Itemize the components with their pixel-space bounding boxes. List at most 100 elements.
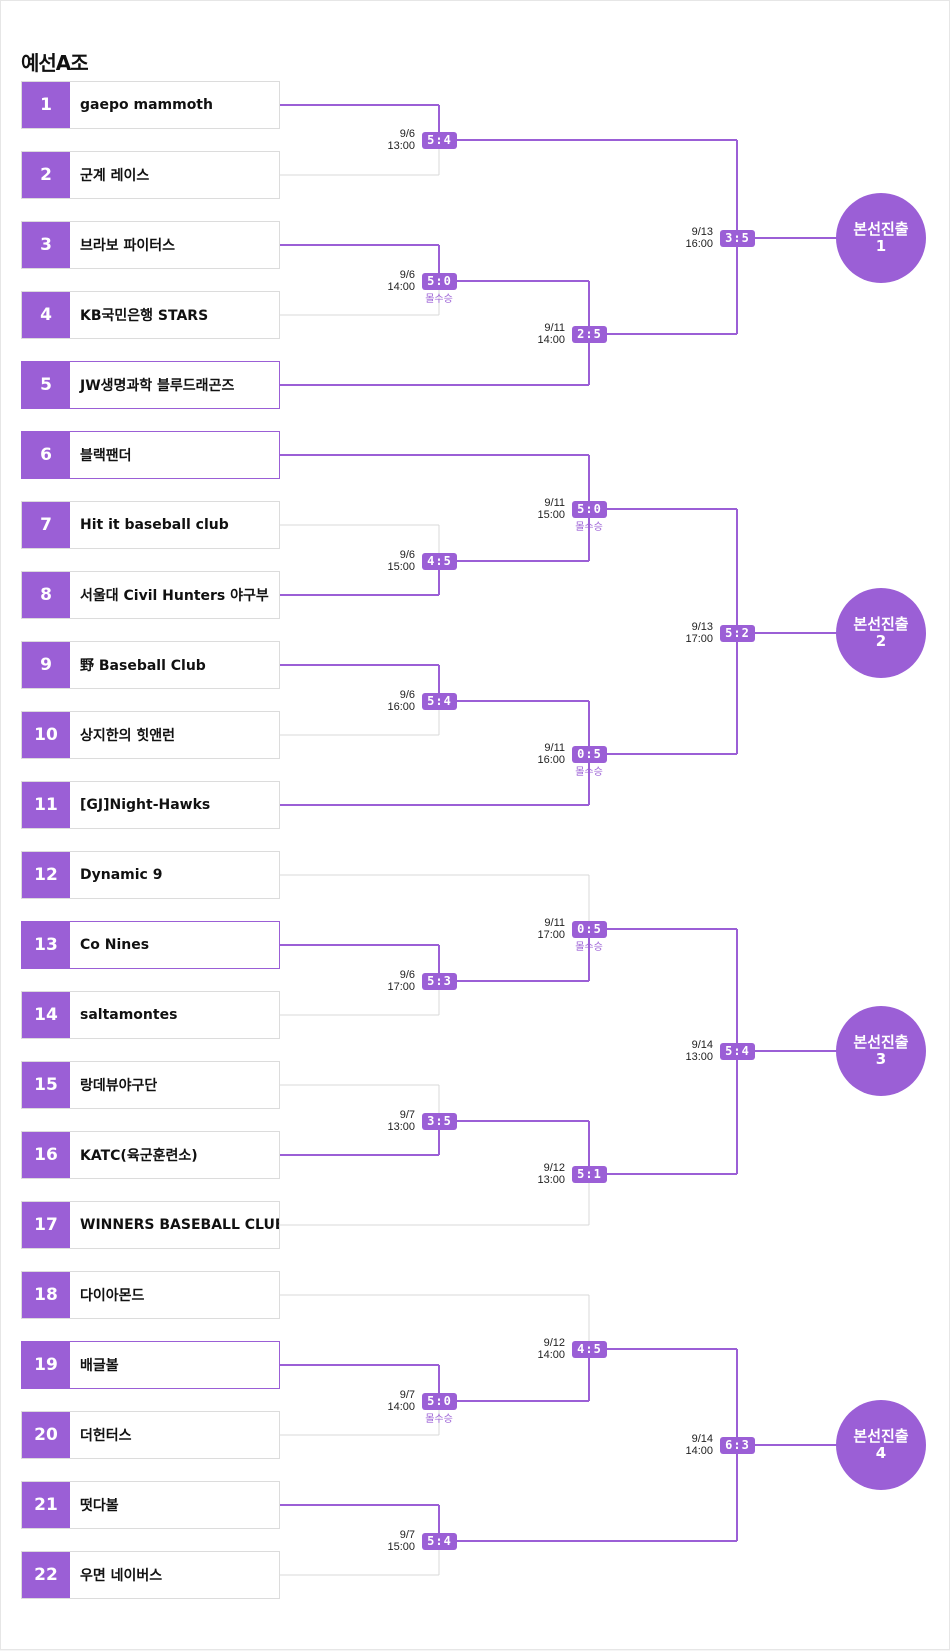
team-row[interactable]: 4 KB국민은행 STARS (21, 291, 280, 339)
team-row[interactable]: 6 블랙팬더 (21, 431, 280, 479)
match-date: 9/12 (543, 1162, 565, 1174)
match-date: 9/14 (691, 1433, 713, 1445)
match-date: 9/6 (399, 549, 415, 561)
final-slot[interactable]: 본선진출 4 (836, 1400, 926, 1490)
final-label: 본선진출 (853, 1427, 909, 1445)
match-score[interactable]: 5:4 (422, 1533, 457, 1550)
team-name: 블랙팬더 (80, 448, 132, 464)
team-row[interactable]: 22 우면 네이버스 (21, 1551, 280, 1599)
final-slot[interactable]: 본선진출 3 (836, 1006, 926, 1096)
match-time: 15:00 (387, 1541, 415, 1553)
match-date: 9/6 (399, 689, 415, 701)
team-row[interactable]: 10 상지한의 힛앤런 (21, 711, 280, 759)
team-row[interactable]: 12 Dynamic 9 (21, 851, 280, 899)
team-row[interactable]: 17 WINNERS BASEBALL CLUB (21, 1201, 280, 1249)
team-seed: 11 (22, 782, 70, 828)
team-seed: 17 (22, 1202, 70, 1248)
match-date: 9/6 (399, 969, 415, 981)
match-score[interactable]: 5:2 (720, 625, 755, 642)
match-date: 9/11 (544, 322, 565, 334)
match-schedule: 9/11 16:00 (525, 742, 565, 766)
team-row[interactable]: 20 더헌터스 (21, 1411, 280, 1459)
match-schedule: 9/7 13:00 (375, 1109, 415, 1133)
final-label: 본선진출 (853, 220, 909, 238)
forfeit-label: 몰수승 (425, 1414, 453, 1425)
team-name: 우면 네이버스 (80, 1568, 163, 1584)
team-name: gaepo mammoth (80, 97, 213, 113)
match-time: 15:00 (387, 561, 415, 573)
team-row[interactable]: 5 JW생명과학 블루드래곤즈 (21, 361, 280, 409)
match-date: 9/6 (399, 269, 415, 281)
team-row[interactable]: 1 gaepo mammoth (21, 81, 280, 129)
match-date: 9/11 (544, 917, 565, 929)
team-row[interactable]: 18 다이아몬드 (21, 1271, 280, 1319)
match-schedule: 9/14 14:00 (673, 1433, 713, 1457)
team-seed: 15 (22, 1062, 70, 1108)
team-name: JW생명과학 블루드래곤즈 (80, 378, 235, 394)
team-name: Co Nines (80, 937, 150, 953)
team-row[interactable]: 2 군계 레이스 (21, 151, 280, 199)
match-date: 9/11 (544, 742, 565, 754)
team-row[interactable]: 16 KATC(육군훈련소) (21, 1131, 280, 1179)
team-row[interactable]: 9 野 Baseball Club (21, 641, 280, 689)
team-row[interactable]: 3 브라보 파이터스 (21, 221, 280, 269)
match-time: 14:00 (685, 1445, 713, 1457)
match-schedule: 9/6 16:00 (375, 689, 415, 713)
match-schedule: 9/7 15:00 (375, 1529, 415, 1553)
match-time: 17:00 (537, 929, 565, 941)
match-date: 9/11 (544, 497, 565, 509)
team-seed: 19 (22, 1342, 70, 1388)
match-score[interactable]: 0:5 (572, 746, 607, 763)
team-row[interactable]: 13 Co Nines (21, 921, 280, 969)
match-date: 9/7 (399, 1109, 415, 1121)
match-time: 16:00 (537, 754, 565, 766)
team-seed: 9 (22, 642, 70, 688)
match-time: 14:00 (387, 281, 415, 293)
team-row[interactable]: 7 Hit it baseball club (21, 501, 280, 549)
forfeit-label: 몰수승 (425, 294, 453, 305)
match-time: 13:00 (537, 1174, 565, 1186)
team-seed: 13 (22, 922, 70, 968)
match-score[interactable]: 2:5 (572, 326, 607, 343)
forfeit-label: 몰수승 (575, 942, 603, 953)
match-score[interactable]: 5:4 (422, 693, 457, 710)
match-score[interactable]: 3:5 (720, 230, 755, 247)
team-name: 배글볼 (80, 1358, 119, 1374)
match-schedule: 9/6 17:00 (375, 969, 415, 993)
match-score[interactable]: 5:0 (422, 1393, 457, 1410)
match-score[interactable]: 4:5 (572, 1341, 607, 1358)
final-slot[interactable]: 본선진출 1 (836, 193, 926, 283)
team-row[interactable]: 11 [GJ]Night-Hawks (21, 781, 280, 829)
match-score[interactable]: 5:1 (572, 1166, 607, 1183)
match-score[interactable]: 5:4 (422, 132, 457, 149)
match-score[interactable]: 6:3 (720, 1437, 755, 1454)
group-title: 예선A조 (21, 51, 89, 75)
team-row[interactable]: 15 랑데뷰야구단 (21, 1061, 280, 1109)
match-time: 13:00 (387, 140, 415, 152)
team-seed: 7 (22, 502, 70, 548)
match-score[interactable]: 3:5 (422, 1113, 457, 1130)
match-schedule: 9/6 15:00 (375, 549, 415, 573)
match-time: 15:00 (537, 509, 565, 521)
match-score[interactable]: 5:3 (422, 973, 457, 990)
team-row[interactable]: 8 서울대 Civil Hunters 야구부 (21, 571, 280, 619)
team-seed: 20 (22, 1412, 70, 1458)
final-label: 본선진출 (853, 615, 909, 633)
match-score[interactable]: 0:5 (572, 921, 607, 938)
match-score[interactable]: 4:5 (422, 553, 457, 570)
match-schedule: 9/13 16:00 (673, 226, 713, 250)
final-slot[interactable]: 본선진출 2 (836, 588, 926, 678)
team-seed: 3 (22, 222, 70, 268)
team-row[interactable]: 14 saltamontes (21, 991, 280, 1039)
match-schedule: 9/6 14:00 (375, 269, 415, 293)
team-row[interactable]: 21 떳다볼 (21, 1481, 280, 1529)
team-row[interactable]: 19 배글볼 (21, 1341, 280, 1389)
final-label: 본선진출 (853, 1033, 909, 1051)
team-name: Dynamic 9 (80, 867, 163, 883)
match-date: 9/7 (399, 1389, 415, 1401)
match-score[interactable]: 5:4 (720, 1043, 755, 1060)
team-name: 더헌터스 (80, 1428, 132, 1444)
match-score[interactable]: 5:0 (572, 501, 607, 518)
match-score[interactable]: 5:0 (422, 273, 457, 290)
